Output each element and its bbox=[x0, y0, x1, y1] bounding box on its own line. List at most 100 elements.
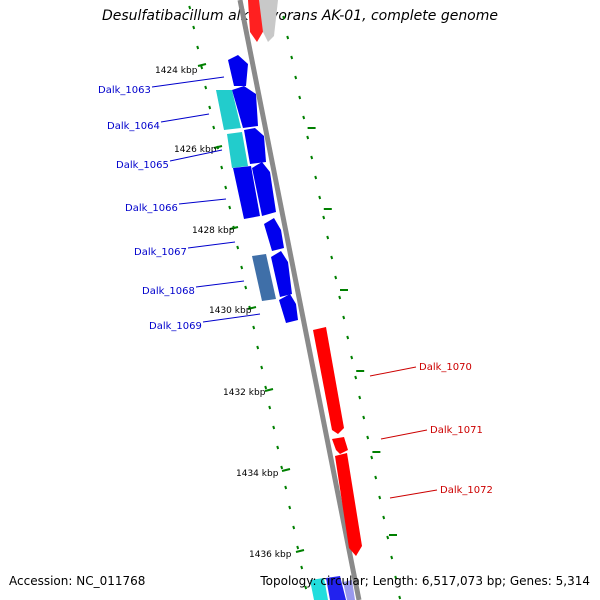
minor-tick bbox=[212, 125, 216, 130]
gene-leader-line bbox=[187, 241, 236, 249]
gene-dalk-1063[interactable] bbox=[228, 55, 248, 86]
minor-tick bbox=[342, 315, 346, 320]
kbp-label: 1436 kbp bbox=[249, 550, 292, 560]
minor-tick bbox=[386, 535, 390, 540]
kbp-major-tick bbox=[213, 145, 223, 149]
minus-gene-labels: Dalk_1063 Dalk_1064 Dalk_1065 Dalk_1066 Dalk… bbox=[98, 76, 261, 332]
gene-dalk-1069[interactable] bbox=[279, 294, 298, 323]
minor-tick bbox=[382, 515, 386, 520]
minor-tick bbox=[334, 275, 338, 280]
gene-label[interactable]: Dalk_1064 bbox=[107, 121, 160, 132]
gene-dalk-1070[interactable] bbox=[313, 327, 344, 434]
kbp-major-tick bbox=[247, 306, 257, 310]
gene-dalk-1067[interactable] bbox=[264, 218, 284, 251]
minor-tick bbox=[304, 585, 308, 590]
gene-label[interactable]: Dalk_1067 bbox=[134, 247, 187, 258]
kbp-scale: 1424 kbp 1426 kbp 1428 kbp 1430 kbp 1432 kbp… bbox=[155, 63, 305, 560]
minor-tick bbox=[366, 435, 370, 440]
gene-dalk-1071[interactable] bbox=[332, 437, 348, 454]
minor-tick bbox=[398, 595, 402, 600]
minor-tick bbox=[302, 115, 306, 120]
minor-tick bbox=[370, 455, 374, 460]
minor-tick bbox=[296, 545, 300, 550]
minor-tick bbox=[318, 195, 322, 200]
gene-dalk-1066[interactable] bbox=[233, 166, 260, 219]
gene-dalk-1065-cyan[interactable] bbox=[227, 132, 248, 168]
minor-tick bbox=[284, 485, 288, 490]
minor-tick bbox=[322, 215, 326, 220]
topology-label: Topology: circular; Length: 6,517,073 bp… bbox=[260, 574, 590, 588]
gene-label[interactable]: Dalk_1065 bbox=[116, 160, 169, 171]
genome-title: Desulfatibacillum alkenivorans AK-01, co… bbox=[101, 8, 499, 24]
genome-backbone bbox=[237, 0, 362, 600]
gene-label[interactable]: Dalk_1066 bbox=[125, 203, 178, 214]
minor-tick bbox=[188, 5, 192, 10]
minor-tick bbox=[390, 555, 394, 560]
minor-tick bbox=[350, 355, 354, 360]
gene-leader-line bbox=[169, 149, 223, 162]
kbp-major-tick bbox=[281, 468, 291, 472]
minor-tick bbox=[276, 445, 280, 450]
kbp-label: 1434 kbp bbox=[236, 469, 279, 479]
kbp-label: 1428 kbp bbox=[192, 226, 235, 236]
gene-label[interactable]: Dalk_1072 bbox=[440, 485, 493, 496]
gene-dalk-1065[interactable] bbox=[244, 128, 266, 164]
minor-tick bbox=[196, 45, 200, 50]
minor-tick bbox=[240, 265, 244, 270]
minor-tick bbox=[338, 295, 342, 300]
gene-bottom-cyan[interactable] bbox=[310, 578, 328, 600]
kbp-label: 1424 kbp bbox=[155, 66, 198, 76]
gene-label[interactable]: Dalk_1069 bbox=[149, 321, 202, 332]
gene-dalk-1064[interactable] bbox=[232, 86, 258, 128]
kbp-major-tick bbox=[229, 226, 239, 230]
gene-label[interactable]: Dalk_1063 bbox=[98, 85, 151, 96]
minor-tick bbox=[256, 345, 260, 350]
gene-leader-line bbox=[380, 429, 428, 440]
minor-tick bbox=[354, 375, 358, 380]
gene-bottom-lightblue[interactable] bbox=[343, 580, 355, 600]
minor-tick bbox=[288, 505, 292, 510]
kbp-label: 1430 kbp bbox=[209, 306, 252, 316]
minor-tick bbox=[394, 575, 398, 580]
kbp-label: 1426 kbp bbox=[174, 145, 217, 155]
plus-strand-genes bbox=[313, 327, 362, 556]
gene-dalk-1072[interactable] bbox=[335, 453, 362, 556]
gene-bottom-blue[interactable] bbox=[326, 576, 346, 600]
gene-label[interactable]: Dalk_1070 bbox=[419, 362, 472, 373]
minor-tick bbox=[200, 65, 204, 70]
minor-tick bbox=[286, 35, 290, 40]
gene-leader-line bbox=[160, 113, 210, 123]
minor-tick bbox=[252, 325, 256, 330]
gene-top-grey[interactable] bbox=[259, 0, 278, 42]
gene-label[interactable]: Dalk_1071 bbox=[430, 425, 483, 436]
gene-dalk-1068b[interactable] bbox=[271, 251, 292, 297]
accession-label: Accession: NC_011768 bbox=[9, 574, 146, 588]
minor-tick bbox=[378, 495, 382, 500]
gene-leader-line bbox=[178, 198, 227, 205]
minor-tick bbox=[292, 525, 296, 530]
minor-tick bbox=[306, 135, 310, 140]
minor-tick bbox=[310, 155, 314, 160]
plus-gene-labels: Dalk_1070 Dalk_1071 Dalk_1072 bbox=[369, 362, 493, 499]
gene-dalk-1064-cyan[interactable] bbox=[216, 90, 241, 130]
minus-strand-genes bbox=[216, 55, 298, 323]
gene-dalk-1068[interactable] bbox=[252, 254, 276, 301]
minor-tick bbox=[208, 105, 212, 110]
gene-dalk-1066b[interactable] bbox=[252, 162, 276, 216]
gene-top-red[interactable] bbox=[248, 0, 264, 42]
minor-tick bbox=[326, 235, 330, 240]
gene-leader-line bbox=[369, 366, 417, 377]
minor-tick bbox=[264, 385, 268, 390]
kbp-major-tick bbox=[197, 63, 207, 67]
minor-tick bbox=[298, 95, 302, 100]
gene-label[interactable]: Dalk_1068 bbox=[142, 286, 195, 297]
minor-tick bbox=[346, 335, 350, 340]
minor-tick bbox=[220, 165, 224, 170]
gene-leader-line bbox=[151, 76, 225, 88]
kbp-major-tick bbox=[295, 549, 305, 553]
minor-tick bbox=[280, 465, 284, 470]
minor-tick bbox=[294, 75, 298, 80]
minor-tick bbox=[374, 475, 378, 480]
